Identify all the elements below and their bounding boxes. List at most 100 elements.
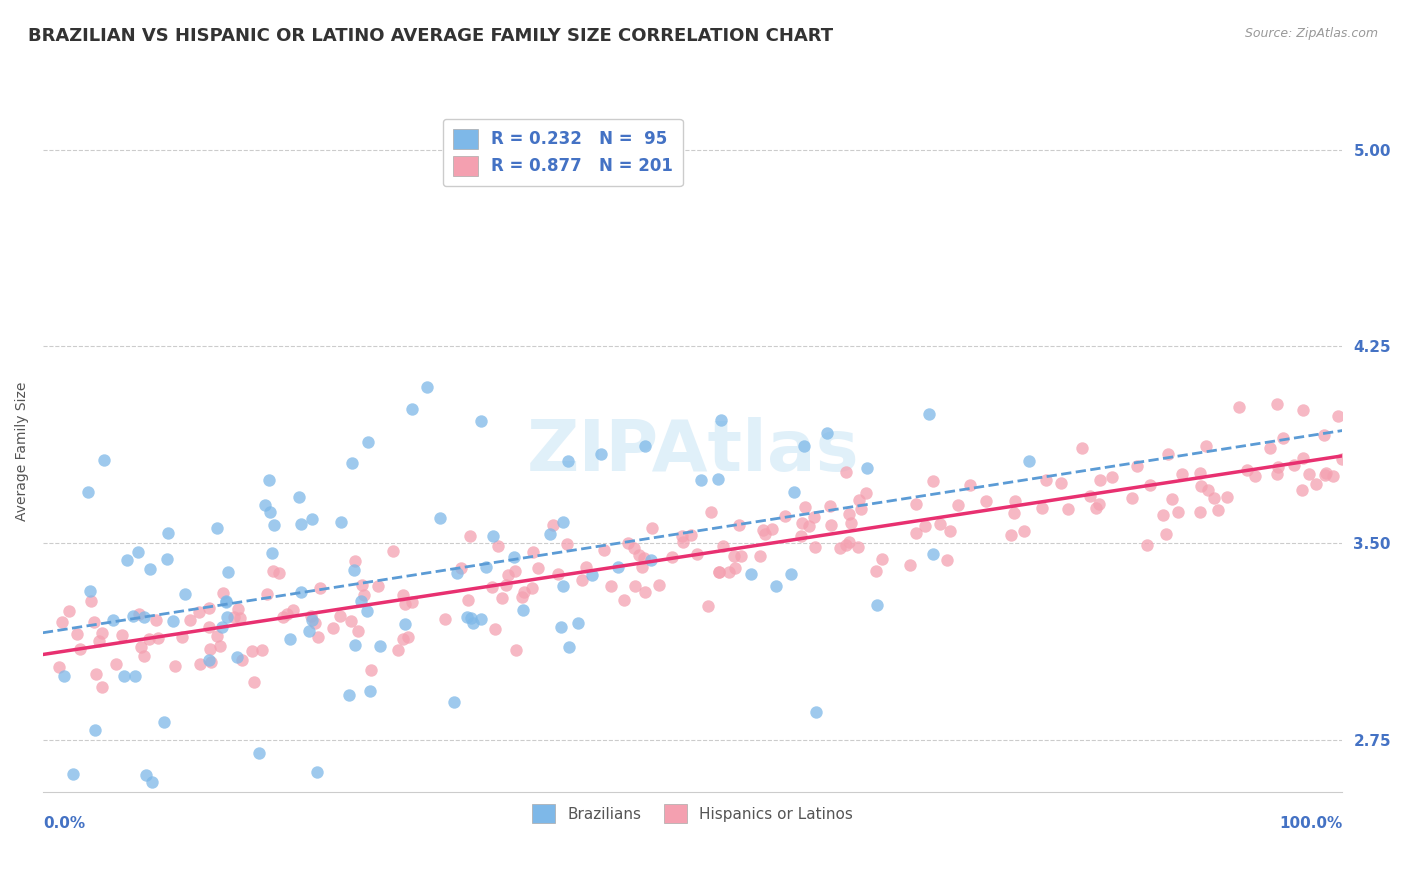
Point [538, 526, 561, 541]
Point [558, 640, 581, 654]
Point [1202, 491, 1225, 505]
Point [48, 660, 70, 674]
Point [505, 642, 527, 657]
Point [839, 516, 862, 530]
Point [254, 498, 277, 512]
Point [153, 715, 176, 730]
Point [866, 598, 889, 612]
Point [624, 578, 647, 592]
Point [51, 615, 73, 630]
Point [207, 520, 229, 534]
Point [1292, 450, 1315, 465]
Point [66, 627, 89, 641]
Point [112, 669, 135, 683]
Point [115, 553, 138, 567]
Point [79, 594, 101, 608]
Point [128, 607, 150, 621]
Point [1188, 505, 1211, 519]
Point [922, 547, 945, 561]
Point [162, 615, 184, 629]
Point [513, 585, 536, 599]
Point [1313, 428, 1336, 442]
Point [865, 564, 887, 578]
Point [740, 566, 762, 581]
Point [794, 500, 817, 514]
Point [352, 578, 374, 592]
Point [343, 638, 366, 652]
Point [58, 604, 80, 618]
Point [974, 494, 997, 508]
Point [329, 608, 352, 623]
Point [700, 505, 723, 519]
Point [111, 628, 134, 642]
Point [679, 528, 702, 542]
Point [1002, 507, 1025, 521]
Point [200, 642, 222, 657]
Point [495, 578, 517, 592]
Point [457, 592, 479, 607]
Point [749, 549, 772, 563]
Point [503, 550, 526, 565]
Point [710, 413, 733, 427]
Point [298, 624, 321, 639]
Point [1236, 463, 1258, 477]
Point [1139, 478, 1161, 492]
Point [132, 648, 155, 663]
Point [690, 473, 713, 487]
Point [600, 578, 623, 592]
Point [146, 631, 169, 645]
Point [555, 537, 578, 551]
Point [475, 560, 498, 574]
Point [904, 498, 927, 512]
Point [122, 608, 145, 623]
Point [200, 655, 222, 669]
Point [567, 616, 589, 631]
Point [929, 516, 952, 531]
Point [307, 764, 329, 779]
Point [1157, 447, 1180, 461]
Point [1088, 497, 1111, 511]
Point [1031, 501, 1053, 516]
Point [571, 573, 593, 587]
Point [215, 610, 238, 624]
Point [240, 644, 263, 658]
Point [304, 616, 326, 631]
Point [503, 564, 526, 578]
Point [145, 613, 167, 627]
Point [935, 553, 957, 567]
Point [520, 581, 543, 595]
Point [835, 465, 858, 479]
Point [260, 546, 283, 560]
Point [138, 632, 160, 647]
Point [1152, 508, 1174, 522]
Point [340, 615, 363, 629]
Point [634, 585, 657, 599]
Point [1315, 466, 1337, 480]
Point [401, 401, 423, 416]
Point [381, 544, 404, 558]
Point [470, 414, 492, 428]
Point [271, 609, 294, 624]
Point [252, 643, 274, 657]
Point [648, 578, 671, 592]
Point [707, 472, 730, 486]
Point [541, 517, 564, 532]
Point [870, 551, 893, 566]
Point [591, 447, 613, 461]
Point [498, 568, 520, 582]
Point [898, 558, 921, 573]
Point [904, 526, 927, 541]
Legend: Brazilians, Hispanics or Latinos: Brazilians, Hispanics or Latinos [523, 795, 862, 832]
Point [301, 512, 323, 526]
Point [340, 456, 363, 470]
Point [522, 545, 544, 559]
Point [838, 507, 860, 521]
Point [434, 612, 457, 626]
Point [1229, 400, 1251, 414]
Point [481, 580, 503, 594]
Point [396, 631, 419, 645]
Point [806, 705, 828, 719]
Point [723, 549, 745, 564]
Point [751, 523, 773, 537]
Point [357, 435, 380, 450]
